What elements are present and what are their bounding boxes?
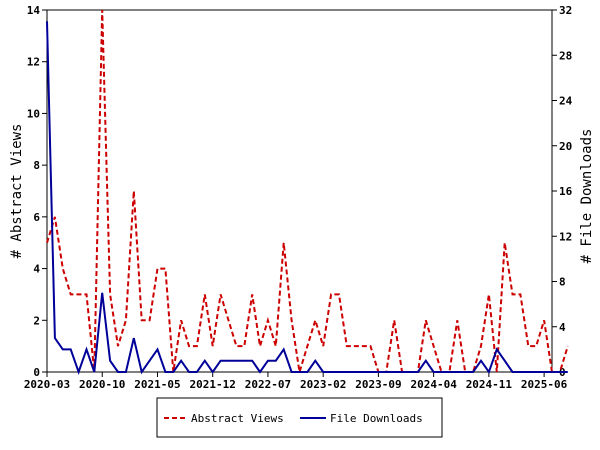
y-right-tick-label: 8 bbox=[559, 276, 566, 289]
y-right-tick-label: 20 bbox=[559, 140, 572, 153]
y-right-tick-label: 16 bbox=[559, 185, 573, 198]
y-left-tick-label: 6 bbox=[33, 211, 40, 224]
x-tick-label: 2024-04 bbox=[410, 378, 457, 391]
legend-box bbox=[156, 397, 443, 438]
y-right-tick-label: 24 bbox=[559, 95, 573, 108]
legend-label-file-downloads: File Downloads bbox=[330, 412, 423, 425]
x-tick-label: 2021-12 bbox=[190, 378, 236, 391]
legend-label-abstract-views: Abstract Views bbox=[191, 412, 284, 425]
legend: Abstract Views File Downloads bbox=[156, 397, 443, 438]
y-left-tick-label: 8 bbox=[33, 159, 40, 172]
y-left-tick-label: 2 bbox=[33, 314, 40, 327]
y-left-tick-label: 0 bbox=[33, 366, 40, 379]
x-tick-label: 2020-10 bbox=[79, 378, 125, 391]
y-right-tick-label: 4 bbox=[559, 321, 566, 334]
x-tick-label: 2022-07 bbox=[245, 378, 291, 391]
plot-area-frame bbox=[46, 9, 553, 373]
y-left-tick-label: 14 bbox=[27, 4, 41, 17]
x-tick-label: 2023-02 bbox=[300, 378, 346, 391]
y-right-tick-label: 32 bbox=[559, 4, 572, 17]
y-right-tick-label: 28 bbox=[559, 49, 572, 62]
series-line-file-downloads bbox=[46, 21, 568, 376]
x-tick-label: 2024-11 bbox=[466, 378, 513, 391]
y-right-tick-label: 12 bbox=[559, 230, 572, 243]
y-axis-right-title: # File Downloads bbox=[579, 129, 595, 264]
x-tick-label: 2021-05 bbox=[134, 378, 180, 391]
x-tick-label: 2020-03 bbox=[24, 378, 70, 391]
x-tick-label: 2023-09 bbox=[355, 378, 401, 391]
x-tick-label: 2025-06 bbox=[521, 378, 568, 391]
y-left-tick-label: 10 bbox=[27, 107, 40, 120]
y-left-tick-label: 4 bbox=[33, 263, 40, 276]
y-axis-left-title: # Abstract Views bbox=[9, 124, 25, 259]
y-left-tick-label: 12 bbox=[27, 56, 40, 69]
series-line-abstract-views bbox=[46, 9, 569, 373]
